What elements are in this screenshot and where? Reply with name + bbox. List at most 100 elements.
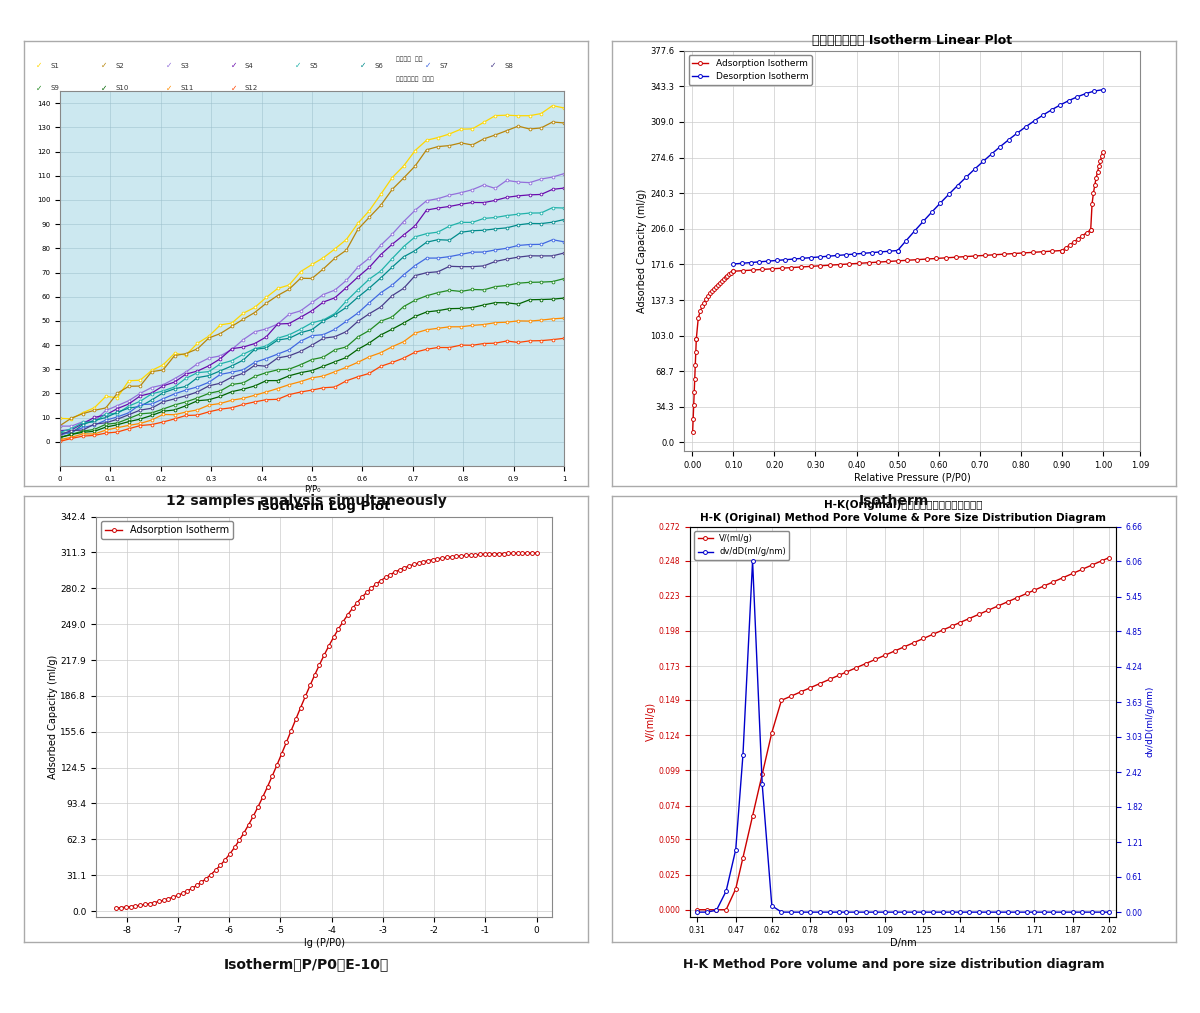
dv/dD(ml/g/nm) xyxy=(1027,906,1042,918)
Desorption Isotherm xyxy=(899,234,913,246)
Adsorption Isotherm xyxy=(1026,246,1040,258)
Text: 12 samples analysis simultaneously: 12 samples analysis simultaneously xyxy=(166,494,446,509)
dv/dD(ml/g/nm) xyxy=(926,906,941,918)
dv/dD(ml/g/nm) xyxy=(719,885,733,898)
V/(ml/g) xyxy=(709,904,724,916)
dv/dD(ml/g/nm) xyxy=(1010,906,1025,918)
Text: S6: S6 xyxy=(374,63,383,69)
dv/dD(ml/g/nm) xyxy=(709,905,724,917)
Text: S8: S8 xyxy=(504,63,512,69)
Desorption Isotherm xyxy=(890,244,905,256)
Desorption Isotherm xyxy=(1036,109,1050,122)
Line: Desorption Isotherm: Desorption Isotherm xyxy=(731,88,1105,266)
Adsorption Isotherm xyxy=(938,252,953,264)
Desorption Isotherm xyxy=(967,163,982,175)
Text: ✓: ✓ xyxy=(166,84,172,92)
Desorption Isotherm xyxy=(916,215,930,227)
Adsorption Isotherm xyxy=(166,891,180,904)
Text: ✓: ✓ xyxy=(166,62,172,70)
Adsorption Isotherm xyxy=(468,549,482,561)
V/(ml/g) xyxy=(887,645,901,657)
V/(ml/g) xyxy=(745,809,760,822)
Desorption Isotherm xyxy=(1019,121,1033,133)
Text: ✓: ✓ xyxy=(101,84,107,92)
Desorption Isotherm xyxy=(821,250,835,262)
Text: S11: S11 xyxy=(180,85,193,91)
Desorption Isotherm xyxy=(734,257,749,269)
Text: ✓: ✓ xyxy=(425,62,431,70)
dv/dD(ml/g/nm) xyxy=(1001,906,1015,918)
V/(ml/g) xyxy=(898,641,912,653)
V/(ml/g) xyxy=(1075,563,1090,575)
V/(ml/g) xyxy=(793,686,808,698)
dv/dD(ml/g/nm) xyxy=(1056,906,1070,918)
V/(ml/g) xyxy=(700,904,714,916)
V/(ml/g) xyxy=(962,613,977,625)
dv/dD(ml/g/nm) xyxy=(972,906,986,918)
dv/dD(ml/g/nm) xyxy=(991,906,1006,918)
V/(ml/g) xyxy=(917,632,931,644)
Desorption Isotherm xyxy=(812,251,827,263)
V/(ml/g) xyxy=(953,617,967,629)
Desorption Isotherm xyxy=(1044,103,1058,115)
V/(ml/g) xyxy=(822,674,836,686)
Adsorption Isotherm xyxy=(236,827,251,839)
dv/dD(ml/g/nm) xyxy=(1085,906,1099,918)
Text: ✓: ✓ xyxy=(36,84,42,92)
dv/dD(ml/g/nm) xyxy=(907,906,922,918)
Desorption Isotherm xyxy=(752,256,767,268)
Desorption Isotherm xyxy=(959,171,973,183)
V/(ml/g) xyxy=(1037,580,1051,593)
Desorption Isotherm xyxy=(1096,84,1110,96)
Text: ✓: ✓ xyxy=(230,84,236,92)
Desorption Isotherm xyxy=(1010,127,1025,139)
Desorption Isotherm xyxy=(907,225,922,237)
Line: Adsorption Isotherm: Adsorption Isotherm xyxy=(114,551,539,910)
Adsorption Isotherm xyxy=(1085,198,1099,210)
dv/dD(ml/g/nm) xyxy=(887,906,901,918)
dv/dD(ml/g/nm) xyxy=(764,900,779,912)
Title: 等温线（线性） Isotherm Linear Plot: 等温线（线性） Isotherm Linear Plot xyxy=(812,33,1012,47)
V/(ml/g) xyxy=(982,604,996,616)
Desorption Isotherm xyxy=(1054,99,1068,111)
V/(ml/g) xyxy=(1027,585,1042,597)
X-axis label: lg (P/P0): lg (P/P0) xyxy=(304,938,344,948)
dv/dD(ml/g/nm) xyxy=(745,555,760,567)
dv/dD(ml/g/nm) xyxy=(1094,906,1109,918)
Text: S4: S4 xyxy=(245,63,253,69)
Text: ✓: ✓ xyxy=(295,62,301,70)
Desorption Isotherm xyxy=(804,251,818,263)
Adsorption Isotherm xyxy=(881,255,895,267)
Text: S1: S1 xyxy=(50,63,59,69)
Adsorption Isotherm xyxy=(402,560,416,572)
Title: Isotherm Log Plot: Isotherm Log Plot xyxy=(257,499,391,513)
Text: Isotherm: Isotherm xyxy=(859,494,929,509)
dv/dD(ml/g/nm) xyxy=(1066,906,1080,918)
Adsorption Isotherm xyxy=(510,547,524,559)
dv/dD(ml/g/nm) xyxy=(962,906,977,918)
Desorption Isotherm xyxy=(874,246,888,258)
V/(ml/g) xyxy=(690,904,704,916)
dv/dD(ml/g/nm) xyxy=(803,906,817,918)
Adsorption Isotherm xyxy=(1096,146,1110,158)
V/(ml/g) xyxy=(803,682,817,694)
Desorption Isotherm xyxy=(994,141,1008,153)
X-axis label: P/P₀: P/P₀ xyxy=(304,484,320,493)
V/(ml/g) xyxy=(972,608,986,620)
Desorption Isotherm xyxy=(934,197,948,209)
dv/dD(ml/g/nm) xyxy=(736,749,750,761)
dv/dD(ml/g/nm) xyxy=(822,906,836,918)
V/(ml/g) xyxy=(907,636,922,648)
V/(ml/g) xyxy=(1046,575,1061,588)
Desorption Isotherm xyxy=(856,247,870,259)
V/(ml/g) xyxy=(839,666,853,678)
Legend: Adsorption Isotherm, Desorption Isotherm: Adsorption Isotherm, Desorption Isotherm xyxy=(689,55,812,85)
Desorption Isotherm xyxy=(890,244,905,256)
V/(ml/g) xyxy=(784,690,798,702)
Text: S7: S7 xyxy=(439,63,448,69)
dv/dD(ml/g/nm) xyxy=(774,906,788,918)
Legend: V/(ml/g), dv/dD(ml/g/nm): V/(ml/g), dv/dD(ml/g/nm) xyxy=(694,531,790,560)
V/(ml/g) xyxy=(1001,596,1015,608)
Adsorption Isotherm xyxy=(1063,238,1078,250)
Text: S12: S12 xyxy=(245,85,258,91)
